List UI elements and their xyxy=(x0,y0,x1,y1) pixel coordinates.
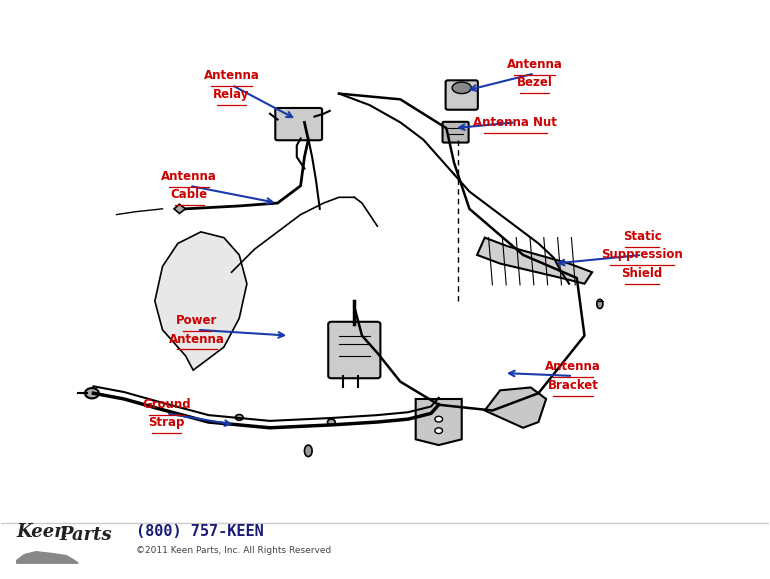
Text: Antenna: Antenna xyxy=(203,69,259,82)
Ellipse shape xyxy=(452,82,471,94)
FancyBboxPatch shape xyxy=(328,322,380,378)
Text: Antenna Nut: Antenna Nut xyxy=(474,116,557,129)
Text: Antenna: Antenna xyxy=(169,332,225,346)
Text: Shield: Shield xyxy=(621,267,663,280)
Text: Cable: Cable xyxy=(171,189,208,201)
Polygon shape xyxy=(174,204,186,214)
FancyBboxPatch shape xyxy=(446,80,478,109)
Text: Antenna: Antenna xyxy=(545,360,601,373)
Polygon shape xyxy=(477,237,592,284)
FancyBboxPatch shape xyxy=(276,108,322,140)
Polygon shape xyxy=(155,232,247,370)
Text: Suppression: Suppression xyxy=(601,248,683,262)
Ellipse shape xyxy=(304,445,312,457)
Text: Ground: Ground xyxy=(142,398,191,411)
Text: Parts: Parts xyxy=(59,526,112,544)
Ellipse shape xyxy=(236,415,243,420)
Polygon shape xyxy=(17,552,78,563)
Text: Power: Power xyxy=(176,314,218,327)
Text: Keen: Keen xyxy=(17,523,68,541)
Ellipse shape xyxy=(435,428,443,434)
Polygon shape xyxy=(485,387,546,428)
Text: Antenna: Antenna xyxy=(507,58,563,71)
Text: Relay: Relay xyxy=(213,87,249,101)
Ellipse shape xyxy=(85,388,99,398)
Text: Static: Static xyxy=(623,230,661,243)
Text: ©2011 Keen Parts, Inc. All Rights Reserved: ©2011 Keen Parts, Inc. All Rights Reserv… xyxy=(136,547,331,555)
Ellipse shape xyxy=(435,416,443,422)
FancyBboxPatch shape xyxy=(443,122,469,142)
Text: Bracket: Bracket xyxy=(547,379,598,391)
Text: Strap: Strap xyxy=(148,416,185,429)
Text: Bezel: Bezel xyxy=(517,76,553,89)
Text: Antenna: Antenna xyxy=(162,170,217,183)
Ellipse shape xyxy=(327,419,335,425)
Text: (800) 757-KEEN: (800) 757-KEEN xyxy=(136,524,263,539)
Polygon shape xyxy=(416,399,462,445)
Ellipse shape xyxy=(597,299,603,309)
